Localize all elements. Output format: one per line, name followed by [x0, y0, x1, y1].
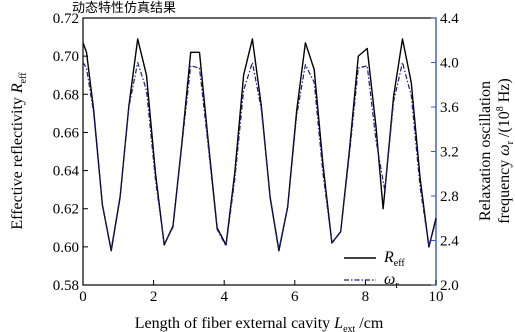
legend-sub-omega-r: r	[395, 280, 399, 291]
x-tick-label: 6	[291, 289, 299, 305]
x-axis-label: Length of fiber external cavity Lext /cm	[135, 315, 384, 332]
ticks: 0 2 4 6 8 10 0.58 0.60 0.62 0.64 0.66 0.68 0.70 0.72 2…	[53, 11, 460, 305]
series-omega-r-line	[82, 61, 437, 250]
y-right-label-sub: r	[505, 140, 515, 144]
y-right-label-mid: /(10	[496, 111, 513, 141]
y-right-label-sym: ω	[496, 144, 513, 155]
x-axis-label-main: Length of fiber external cavity	[135, 315, 334, 332]
y-left-tick-label: 0.62	[53, 202, 79, 218]
y-axis-right-label-line2: frequency ωr /(108 Hz)	[495, 78, 515, 223]
y-right-tick-label: 3.6	[440, 100, 459, 116]
y-left-tick-label: 0.58	[53, 278, 79, 294]
y-right-tick-label: 2.0	[440, 278, 459, 294]
y-right-tick-label: 2.4	[440, 234, 459, 250]
series-r-eff-line	[82, 38, 437, 252]
y-right-label-end: Hz)	[496, 78, 513, 106]
x-tick-label: 10	[429, 289, 444, 305]
y-right-tick-label: 2.8	[440, 189, 459, 205]
y-right-tick-label: 3.2	[440, 145, 459, 161]
y-left-label-main: Effective reflectivity	[9, 93, 26, 230]
legend-sym-r-eff: R	[383, 249, 394, 266]
plot-frame	[82, 17, 437, 286]
x-tick-label: 0	[79, 289, 87, 305]
x-tick-label: 2	[150, 289, 158, 305]
y-left-tick-label: 0.64	[53, 164, 80, 180]
series	[82, 38, 437, 252]
y-left-tick-label: 0.60	[53, 240, 79, 256]
y-axis-left-label: Effective reflectivity Reff	[9, 72, 29, 230]
y-left-tick-label: 0.70	[53, 49, 79, 65]
y-left-tick-label: 0.66	[53, 125, 80, 141]
y-right-tick-label: 4.4	[440, 11, 459, 27]
x-axis-label-unit: /cm	[355, 315, 384, 332]
legend-label-r-eff: Reff	[383, 249, 405, 269]
y-right-label-main: frequency	[496, 156, 513, 224]
y-left-tick-label: 0.68	[53, 87, 79, 103]
y-left-label-sym: R	[9, 83, 26, 94]
y-left-label-sub: eff	[18, 72, 29, 84]
x-axis-label-sym: L	[333, 315, 343, 332]
legend-label-omega-r: ωr	[384, 271, 399, 291]
legend-sub-r-eff: eff	[394, 258, 406, 269]
plot-area	[82, 17, 437, 286]
x-axis-label-sub: ext	[343, 324, 355, 332]
legend: Reff ωr	[344, 249, 405, 291]
y-right-tick-label: 4.0	[440, 56, 459, 72]
y-axis-right-label-line1: Relaxation oscillation	[477, 81, 494, 221]
y-right-label-sup: 8	[495, 106, 506, 111]
y-left-tick-label: 0.72	[53, 11, 79, 27]
legend-sym-omega-r: ω	[384, 271, 395, 288]
x-tick-label: 4	[220, 289, 228, 305]
x-tick-label: 8	[362, 289, 370, 305]
header-fragment: 动态特性仿真结果	[72, 0, 176, 15]
